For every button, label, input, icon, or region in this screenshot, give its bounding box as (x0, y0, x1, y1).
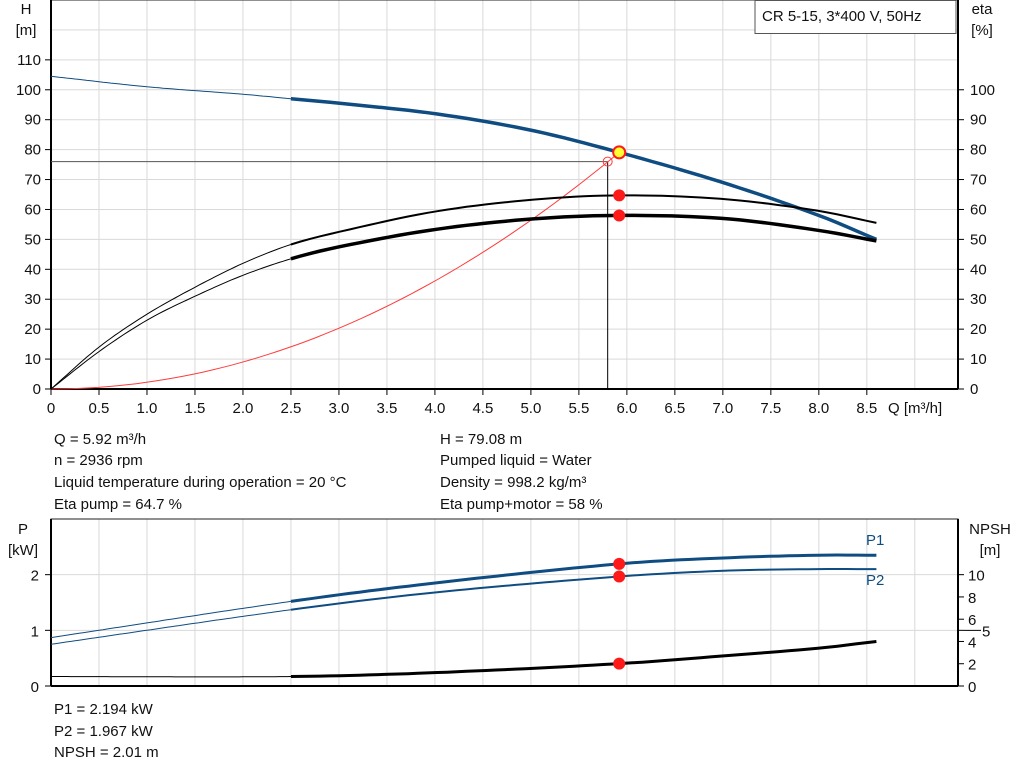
p2-operating-marker (613, 570, 626, 583)
npsh-tick-label: 8 (968, 590, 976, 607)
y-axis-label-left: H (21, 1, 32, 18)
npsh-axis-label: NPSH (969, 521, 1011, 538)
y-tick-label-left: 40 (24, 261, 41, 278)
y-tick-label-left: 50 (24, 231, 41, 248)
y-tick-label-left: 100 (16, 82, 41, 99)
npsh-tick-label: 10 (968, 568, 985, 585)
x-axis-label: Q [m³/h] (888, 400, 942, 417)
x-tick-label: 0.5 (89, 400, 110, 417)
system-curve (50, 152, 620, 390)
curve-h (290, 96, 878, 242)
plot-frame-top (50, 0, 959, 390)
npsh-axis-unit: [m] (980, 542, 1001, 559)
curve-eta_pump-thin (50, 244, 292, 390)
eta-pump-marker (613, 189, 626, 202)
y-tick-label-right: 90 (970, 112, 987, 129)
x-tick-label: 5.5 (568, 400, 589, 417)
legend-box (754, 0, 957, 34)
x-tick-label: 1.5 (185, 400, 206, 417)
eta-pump-motor-marker (613, 209, 626, 222)
y-tick-label-left: 10 (24, 351, 41, 368)
info-eta-pump-motor: Eta pump+motor = 58 % (440, 496, 603, 513)
x-tick-label: 4.5 (472, 400, 493, 417)
info-liquid-temp: Liquid temperature during operation = 20… (54, 474, 347, 491)
y-tick-label-right: 40 (970, 261, 987, 278)
info-head: H = 79.08 m (440, 431, 523, 448)
y-tick-label-right: 20 (970, 321, 987, 338)
info-q: Q = 5.92 m³/h (54, 431, 147, 448)
info-speed: n = 2936 rpm (54, 452, 143, 469)
operating-point-marker (612, 145, 627, 160)
x-tick-label: 8.5 (856, 400, 877, 417)
x-tick-label: 6.5 (664, 400, 685, 417)
plot-frame-bottom (50, 518, 959, 687)
legend-pump-name: CR 5-15, 3*400 V, 50Hz (762, 8, 922, 25)
y-axis-label-right: eta (972, 1, 994, 18)
y-axis-unit-right: [%] (971, 22, 993, 39)
y-tick-label-right: 50 (970, 231, 987, 248)
info-eta-pump: Eta pump = 64.7 % (54, 496, 182, 513)
x-tick-label: 1.0 (137, 400, 158, 417)
x-tick-label: 8.0 (808, 400, 829, 417)
npsh-tick-label: 2 (968, 657, 976, 674)
npsh-tick-label: 6 (968, 612, 976, 629)
curve-h-thin (50, 75, 291, 100)
npsh-tick-label: 5 (982, 623, 990, 640)
info-density: Density = 998.2 kg/m³ (440, 474, 587, 491)
x-tick-label: 5.0 (520, 400, 541, 417)
y-tick-label-left: 30 (24, 291, 41, 308)
curve-p2 (290, 568, 877, 611)
x-tick-label: 7.5 (760, 400, 781, 417)
curve-eta_pump_motor-thin (50, 258, 292, 390)
y-tick-label-right: 70 (970, 172, 987, 189)
curve-p1 (290, 553, 877, 603)
y-tick-label-right: 80 (970, 142, 987, 159)
npsh-tick-label: 4 (968, 634, 976, 651)
y-tick-label-left: 0 (33, 381, 41, 398)
y-tick-label-left: 20 (24, 321, 41, 338)
x-tick-label: 4.0 (424, 400, 445, 417)
x-tick-label: 2.5 (281, 400, 302, 417)
y-tick-label-right: 10 (970, 351, 987, 368)
p1-operating-marker (613, 557, 626, 570)
curve-npsh (290, 640, 877, 678)
p-axis-unit: [kW] (8, 542, 38, 559)
curve-p2-thin (50, 609, 291, 645)
npsh-operating-marker (613, 657, 626, 670)
x-tick-label: 0 (47, 400, 55, 417)
curve-eta_pump_motor (290, 213, 877, 261)
y-tick-label-right: 60 (970, 201, 987, 218)
p-axis-label: P (18, 521, 28, 538)
x-tick-label: 6.0 (616, 400, 637, 417)
y-tick-label-right: 0 (970, 381, 978, 398)
curve-eta_pump (290, 194, 877, 246)
y-tick-label-left: 90 (24, 112, 41, 129)
info-p2: P2 = 1.967 kW (54, 723, 153, 740)
duty-point-marker (602, 156, 613, 167)
npsh-tick-label: 0 (968, 679, 976, 696)
y-axis-unit-left: [m] (16, 22, 37, 39)
y-tick-label-left: 70 (24, 172, 41, 189)
x-tick-label: 7.0 (712, 400, 733, 417)
y-tick-label-right: 100 (970, 82, 995, 99)
x-tick-label: 3.5 (376, 400, 397, 417)
y-tick-label-left: 80 (24, 142, 41, 159)
info-npsh: NPSH = 2.01 m (54, 744, 159, 761)
p2-curve-label: P2 (866, 572, 884, 589)
curve-p1-thin (50, 600, 291, 639)
info-pumped-liquid: Pumped liquid = Water (440, 452, 592, 469)
p-tick-label: 0 (31, 679, 39, 696)
x-tick-label: 2.0 (233, 400, 254, 417)
y-tick-label-right: 30 (970, 291, 987, 308)
p-tick-label: 1 (31, 623, 39, 640)
info-p1: P1 = 2.194 kW (54, 701, 153, 718)
y-tick-label-left: 110 (17, 52, 41, 69)
p1-curve-label: P1 (866, 532, 884, 549)
y-tick-label-left: 60 (24, 201, 41, 218)
p-tick-label: 2 (31, 568, 39, 585)
x-tick-label: 3.0 (329, 400, 350, 417)
